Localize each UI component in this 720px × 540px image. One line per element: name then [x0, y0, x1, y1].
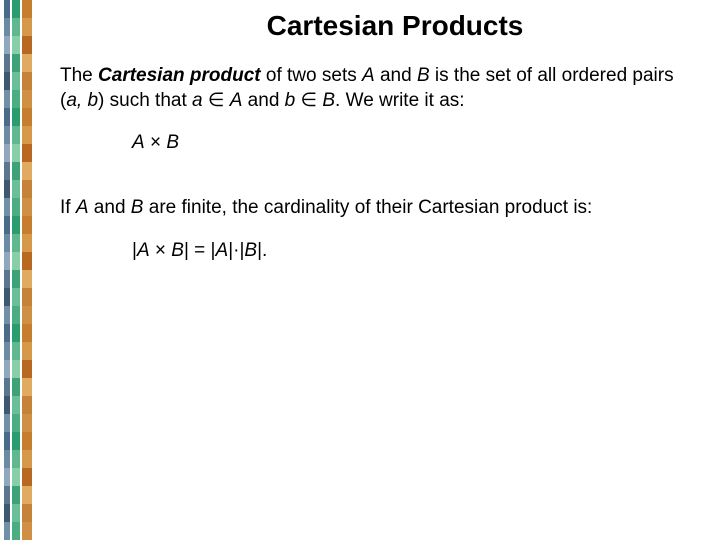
decorative-strip: [0, 0, 38, 540]
expression-cardinality: |A × B| = |A|·|B|.: [132, 239, 690, 264]
slide-title: Cartesian Products: [100, 10, 690, 42]
cardinality-paragraph: If A and B are finite, the cardinality o…: [60, 196, 690, 221]
slide-content: Cartesian Products The Cartesian product…: [60, 10, 690, 303]
expression-AxB: A × B: [132, 131, 690, 156]
definition-paragraph: The Cartesian product of two sets A and …: [60, 64, 690, 113]
